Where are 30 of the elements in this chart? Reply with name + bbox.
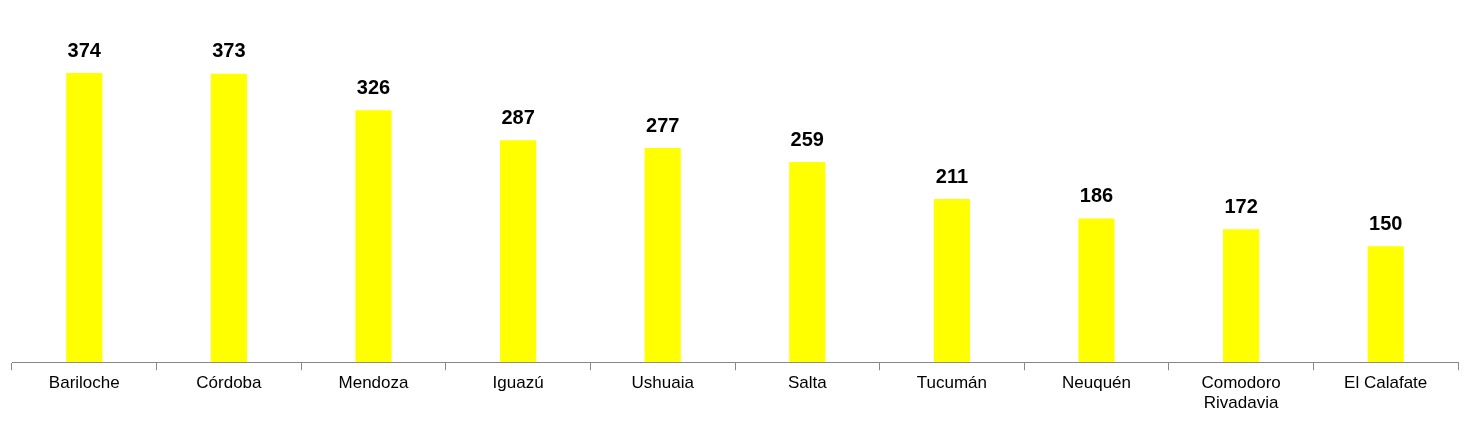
x-tick-label: Bariloche bbox=[48, 373, 120, 393]
bar bbox=[500, 140, 537, 363]
x-tick-label: Ushuaia bbox=[631, 373, 695, 393]
data-label: 172 bbox=[1224, 194, 1258, 217]
bar bbox=[1078, 218, 1115, 363]
bar bbox=[355, 110, 392, 363]
data-label: 287 bbox=[501, 105, 535, 128]
x-tick-label: El Calafate bbox=[1344, 373, 1428, 393]
bar bbox=[789, 161, 826, 363]
data-label: 277 bbox=[646, 113, 680, 136]
bar bbox=[933, 199, 970, 363]
data-label: 186 bbox=[1079, 183, 1114, 206]
bar bbox=[210, 73, 247, 363]
x-tick-label: Iguazú bbox=[492, 373, 544, 393]
x-tick-label: Salta bbox=[787, 373, 828, 393]
data-label: 211 bbox=[935, 164, 969, 187]
data-label: 326 bbox=[356, 75, 391, 98]
x-tick-label: Neuquén bbox=[1061, 373, 1132, 393]
data-label: 374 bbox=[67, 38, 102, 61]
bar bbox=[1367, 246, 1404, 363]
x-tick-label: Tucumán bbox=[916, 373, 988, 393]
bar bbox=[66, 73, 103, 363]
data-label: 373 bbox=[212, 39, 246, 62]
data-label: 150 bbox=[1369, 211, 1403, 234]
data-label: 259 bbox=[790, 127, 824, 150]
bar bbox=[644, 148, 681, 363]
bar bbox=[1223, 229, 1260, 363]
x-tick-label: Mendoza bbox=[338, 373, 410, 393]
x-tick-label: Comodoro Rivadavia bbox=[1201, 373, 1281, 413]
x-tick-label: Córdoba bbox=[196, 373, 263, 393]
